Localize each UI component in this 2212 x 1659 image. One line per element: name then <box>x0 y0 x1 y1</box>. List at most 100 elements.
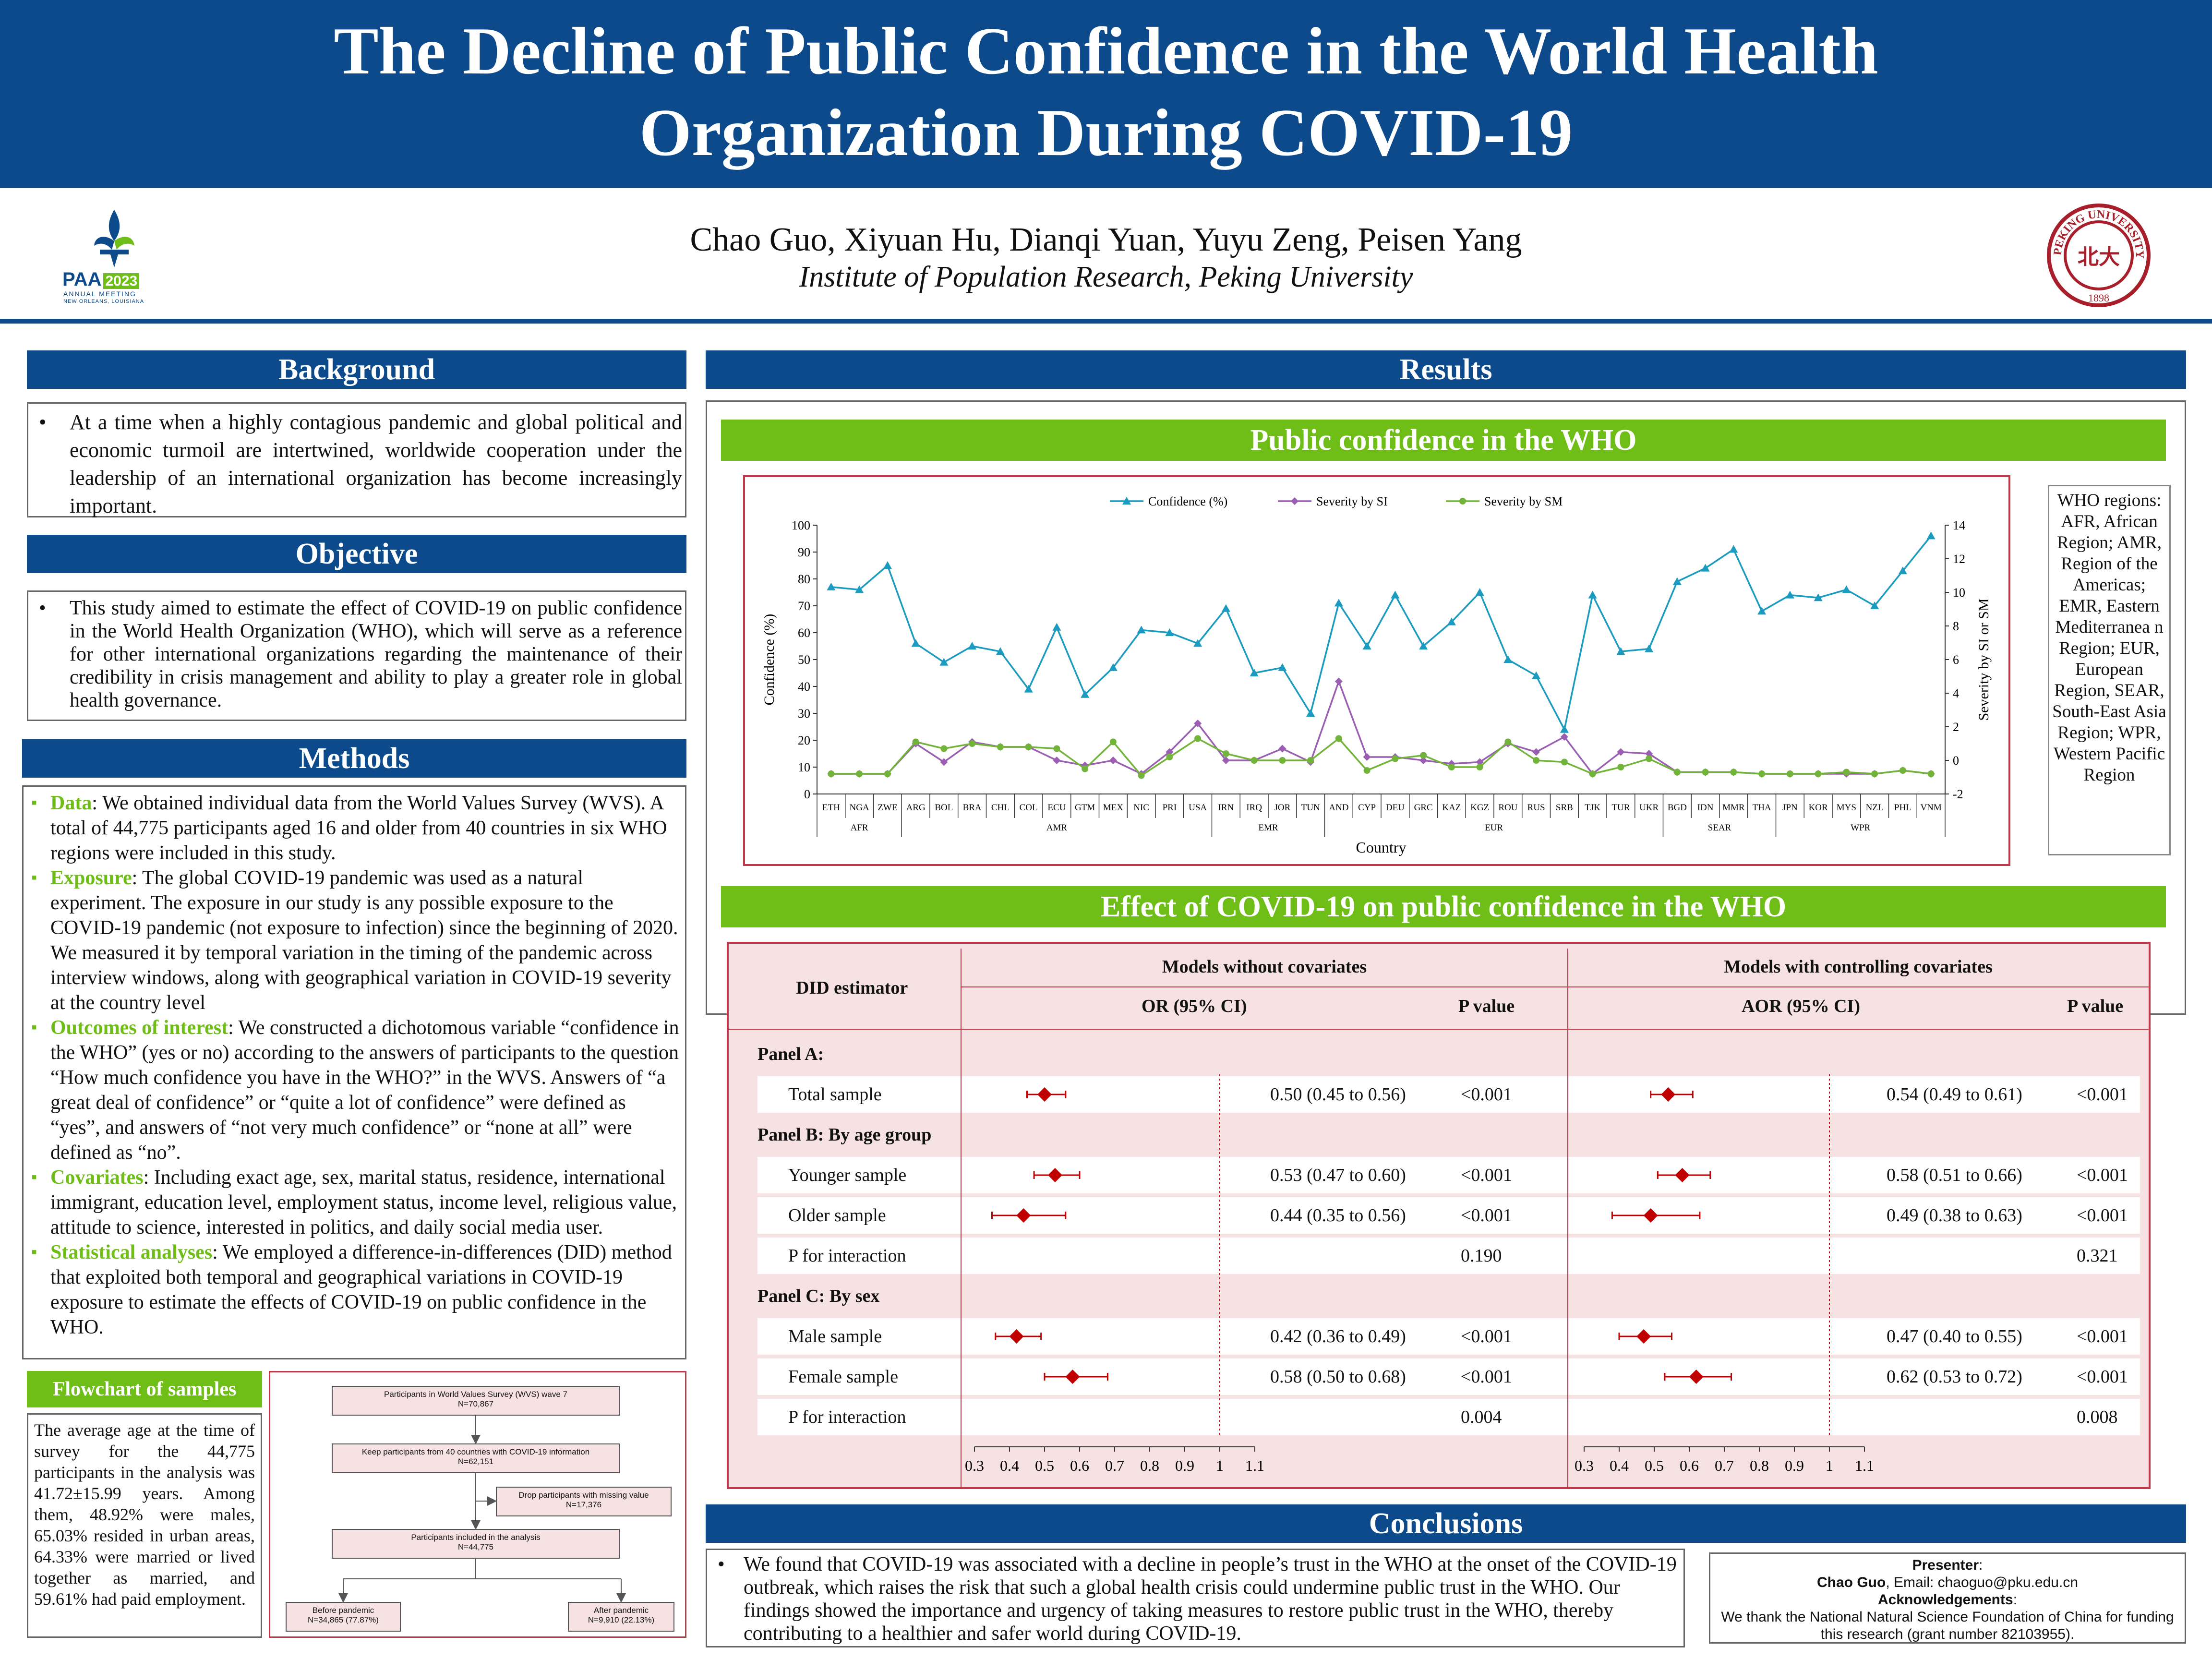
sm-point <box>1673 769 1681 776</box>
sm-point <box>1504 738 1512 745</box>
x-tick-label: PRI <box>1163 803 1177 813</box>
affiliation: Institute of Population Research, Peking… <box>799 261 1413 293</box>
group-label: EUR <box>1485 823 1503 833</box>
col-aor-header: AOR (95% CI) <box>1742 996 1860 1016</box>
x-tick-label: MEX <box>1103 803 1124 813</box>
sm-point <box>1617 764 1624 770</box>
si-point <box>1419 757 1428 764</box>
confidence-point <box>996 647 1005 655</box>
confidence-point <box>1447 617 1456 625</box>
col-or-header: OR (95% CI) <box>1142 996 1247 1016</box>
row-background <box>757 1399 2140 1435</box>
aor-value: 0.49 (0.38 to 0.63) <box>1887 1205 2022 1226</box>
confidence-point <box>1560 725 1569 733</box>
series-line-1 <box>831 679 1931 775</box>
x-tick-label: JOR <box>1274 803 1290 813</box>
x-tick-label: TUN <box>1301 803 1320 813</box>
p2-value: <0.001 <box>2077 1367 2128 1387</box>
forest-plot: 0.3 0.4 0.5 0.6 0.7 0.8 0.9 1 1.1 0.3 0.4 0.5 0.6 0.7… <box>729 949 2149 1487</box>
svg-text:北大: 北大 <box>2078 245 2120 269</box>
axis-tick-label: 0.7 <box>1105 1457 1124 1474</box>
poster-title: The Decline of Public Confidence in the … <box>0 0 2212 188</box>
row-label: Male sample <box>788 1326 882 1346</box>
si-point <box>1222 757 1230 764</box>
objective-box: This study aimed to estimate the effect … <box>27 590 686 721</box>
x-tick-label: ZWE <box>878 803 897 813</box>
x-tick-label: RUS <box>1527 803 1545 813</box>
confidence-point <box>1785 590 1794 599</box>
col-p1-header: P value <box>1458 996 1515 1016</box>
confidence-point <box>1024 685 1033 693</box>
sm-point <box>1025 744 1032 750</box>
ack-text: We thank the National Natural Science Fo… <box>1721 1609 2174 1642</box>
row-label: Female sample <box>788 1367 898 1387</box>
methods-heading: Methods <box>22 739 686 778</box>
axis-tick-label: 0.3 <box>965 1457 984 1474</box>
confidence-point <box>968 642 977 649</box>
sm-point <box>1758 770 1766 777</box>
x-tick-label: UKR <box>1639 803 1659 813</box>
confidence-point <box>883 561 892 569</box>
presenter-name: Chao Guo <box>1816 1575 1886 1590</box>
legend-marker <box>1291 497 1298 505</box>
presenter-box: Presenter: Chao Guo, Email: chaoguo@pku.… <box>1709 1552 2186 1644</box>
y-axis-title: Confidence (%) <box>761 614 777 706</box>
flow-box-before: Before pandemic N=34,865 (77.87%) <box>286 1602 401 1632</box>
flowchart-arrows <box>338 1416 626 1603</box>
axis-tick-label: 1.1 <box>1855 1457 1874 1474</box>
sm-point <box>1109 738 1117 745</box>
sm-point <box>828 770 835 777</box>
axis-tick-label: 0.4 <box>1000 1457 1019 1474</box>
confidence-line-chart: 0 10 20 30 40 50 60 70 80 90 100 -2 0 2 4 6 8 10 12 14 ETH NG… <box>761 494 1992 856</box>
x-tick-label: ECU <box>1047 803 1066 813</box>
axis-tick-label: 0.5 <box>1645 1457 1664 1474</box>
p1-value: <0.001 <box>1461 1084 1512 1105</box>
or-value: 0.50 (0.45 to 0.56) <box>1270 1084 1406 1105</box>
aor-point <box>1675 1168 1690 1182</box>
x-tick-label: KGZ <box>1470 803 1489 813</box>
row-label: Older sample <box>788 1205 886 1226</box>
x-tick-label: IRQ <box>1246 803 1262 813</box>
confidence-point <box>1221 604 1230 612</box>
methods-box: Data: We obtained individual data from t… <box>22 785 686 1359</box>
aor-point <box>1661 1087 1676 1102</box>
confidence-point <box>1362 642 1371 649</box>
x-tick-label: THA <box>1753 803 1771 813</box>
sm-point <box>969 740 976 747</box>
x-tick-label: MMR <box>1722 803 1745 813</box>
sm-point <box>912 738 919 745</box>
sm-point <box>1194 735 1202 742</box>
y2-tick-label: 14 <box>1953 518 1965 532</box>
y-tick-label: 0 <box>804 787 810 801</box>
did-table-frame: 0.3 0.4 0.5 0.6 0.7 0.8 0.9 1 1.1 0.3 0.4 0.5 0.6 0.7… <box>727 942 2151 1489</box>
objective-heading: Objective <box>27 535 686 573</box>
x-tick-label: SRB <box>1556 803 1573 813</box>
y-tick-label: 80 <box>798 572 810 586</box>
sm-point <box>1392 755 1399 762</box>
flow-box-40-countries: Keep participants from 40 countries with… <box>332 1443 620 1473</box>
p2-value: <0.001 <box>2077 1165 2128 1185</box>
si-point <box>1476 758 1484 766</box>
methods-item-exposure: Exposure: The global COVID-19 pandemic w… <box>24 866 680 1015</box>
p2-value: <0.001 <box>2077 1326 2128 1346</box>
row-background <box>757 1238 2140 1274</box>
results-sub2: Effect of COVID-19 on public confidence … <box>721 886 2166 927</box>
x-tick-label: JPN <box>1782 803 1798 813</box>
sm-point <box>1646 755 1653 762</box>
row-label: Total sample <box>788 1084 882 1105</box>
confidence-point <box>1250 669 1259 676</box>
y2-tick-label: -2 <box>1953 787 1963 801</box>
y-tick-label: 90 <box>798 545 810 559</box>
authors: Chao Guo, Xiyuan Hu, Dianqi Yuan, Yuyu Z… <box>690 221 1522 258</box>
sm-point <box>1476 764 1483 770</box>
group-label: EMR <box>1258 823 1278 833</box>
confidence-point <box>1672 577 1682 585</box>
confidence-point <box>1081 690 1090 698</box>
panel-label: Panel B: By age group <box>757 1125 932 1145</box>
col-p2-header: P value <box>2067 996 2124 1016</box>
x-tick-label: KAZ <box>1442 803 1461 813</box>
confidence-point <box>911 639 920 647</box>
group1-header: Models without covariates <box>1162 957 1367 977</box>
si-point <box>1278 745 1286 753</box>
panel-label: Panel C: By sex <box>757 1286 880 1306</box>
